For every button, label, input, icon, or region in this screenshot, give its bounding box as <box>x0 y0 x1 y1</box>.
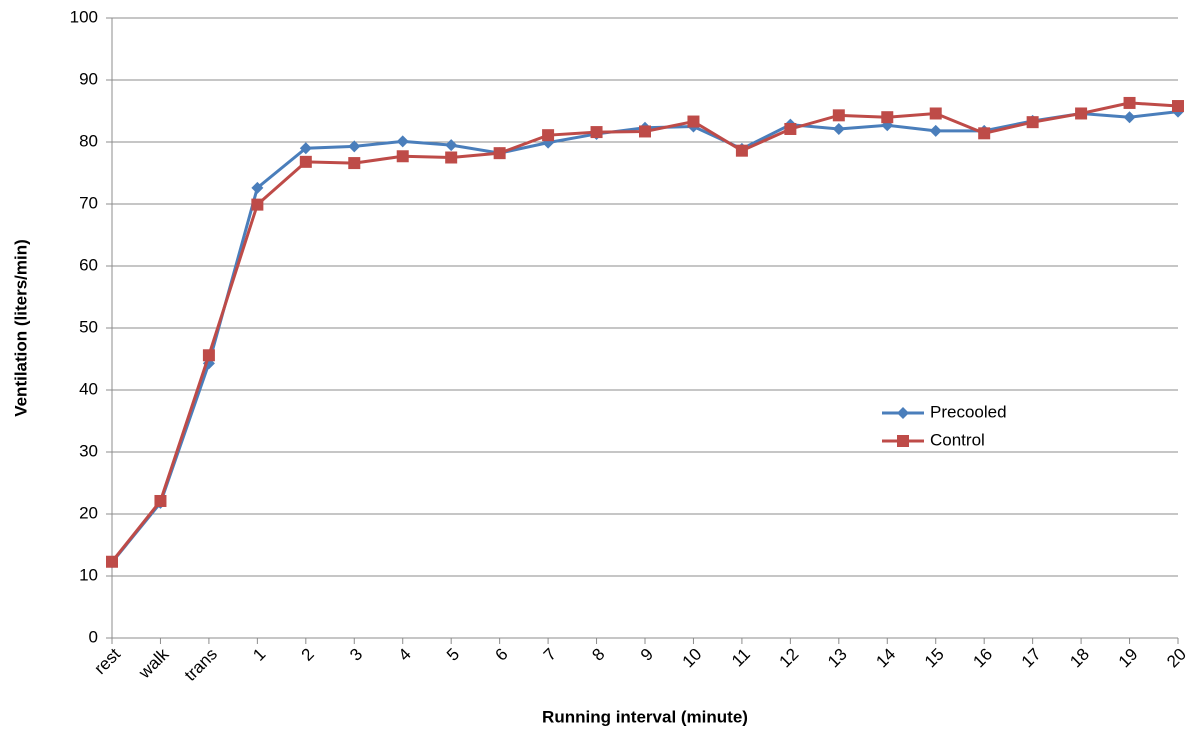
y-tick-label: 0 <box>89 627 98 646</box>
x-tick-label: 13 <box>824 645 851 672</box>
data-point <box>881 111 894 124</box>
series-line <box>110 101 1179 563</box>
data-point <box>299 155 312 168</box>
legend-marker <box>897 435 909 447</box>
y-tick-label: 90 <box>79 69 98 88</box>
x-tick-label: rest <box>91 644 125 678</box>
legend-label: Precooled <box>930 402 1007 421</box>
data-point <box>348 140 361 153</box>
data-point <box>445 139 458 152</box>
x-tick-label: 18 <box>1066 645 1093 672</box>
x-tick-label: 7 <box>540 645 560 665</box>
data-point <box>106 555 118 568</box>
y-tick-label: 80 <box>79 131 98 150</box>
x-tick-label: 11 <box>728 645 754 671</box>
data-point <box>493 147 506 160</box>
y-tick-label: 100 <box>70 7 98 26</box>
data-point <box>590 126 603 139</box>
x-tick-label: 15 <box>921 645 948 672</box>
x-tick-label: 3 <box>346 645 366 665</box>
x-tick-label: 19 <box>1115 645 1142 672</box>
x-tick-label: trans <box>181 645 221 685</box>
data-point <box>202 349 215 362</box>
legend-marker <box>897 407 909 419</box>
x-tick-label: 4 <box>395 645 415 665</box>
data-point <box>929 124 942 137</box>
series-line <box>110 110 1179 564</box>
data-point <box>299 142 312 155</box>
y-tick-label: 40 <box>79 379 98 398</box>
y-tick-label: 50 <box>79 317 98 336</box>
x-tick-label: 5 <box>443 645 463 665</box>
data-point <box>542 129 555 142</box>
data-point <box>1075 107 1088 120</box>
x-tick-label: walk <box>134 644 173 683</box>
data-point <box>1123 96 1136 109</box>
x-tick-label: 20 <box>1163 645 1190 672</box>
x-tick-label: 12 <box>776 645 803 672</box>
data-point <box>639 125 651 138</box>
legend-label: Control <box>930 430 985 449</box>
data-point <box>1026 116 1039 129</box>
data-point <box>396 150 409 163</box>
y-tick-label: 30 <box>79 441 98 460</box>
data-point <box>1123 111 1136 124</box>
x-tick-label: 16 <box>969 645 996 672</box>
x-axis-title: Running interval (minute) <box>542 707 748 726</box>
data-point <box>154 494 167 507</box>
data-point <box>687 115 700 128</box>
data-point <box>832 122 845 135</box>
data-point <box>445 151 458 164</box>
data-point <box>929 107 942 120</box>
x-tick-label: 10 <box>679 645 706 672</box>
x-tick-label: 8 <box>588 645 608 665</box>
x-tick-label: 17 <box>1018 645 1045 672</box>
data-point <box>251 198 264 211</box>
x-tick-label: 2 <box>298 645 318 665</box>
x-tick-label: 14 <box>872 645 899 672</box>
data-point <box>396 135 409 148</box>
y-tick-label: 10 <box>79 565 98 584</box>
y-tick-label: 70 <box>79 193 98 212</box>
y-tick-label: 60 <box>79 255 98 274</box>
data-point <box>251 181 264 194</box>
x-tick-label: 9 <box>637 645 657 665</box>
x-tick-label: 6 <box>492 645 512 665</box>
y-axis-title: Ventilation (liters/min) <box>11 239 30 417</box>
x-tick-label: 1 <box>249 645 269 665</box>
data-point <box>978 127 991 140</box>
data-point <box>784 122 797 135</box>
data-point <box>735 144 748 157</box>
data-point <box>1172 100 1184 113</box>
data-point <box>348 157 361 170</box>
y-tick-label: 20 <box>79 503 98 522</box>
data-point <box>832 109 845 122</box>
